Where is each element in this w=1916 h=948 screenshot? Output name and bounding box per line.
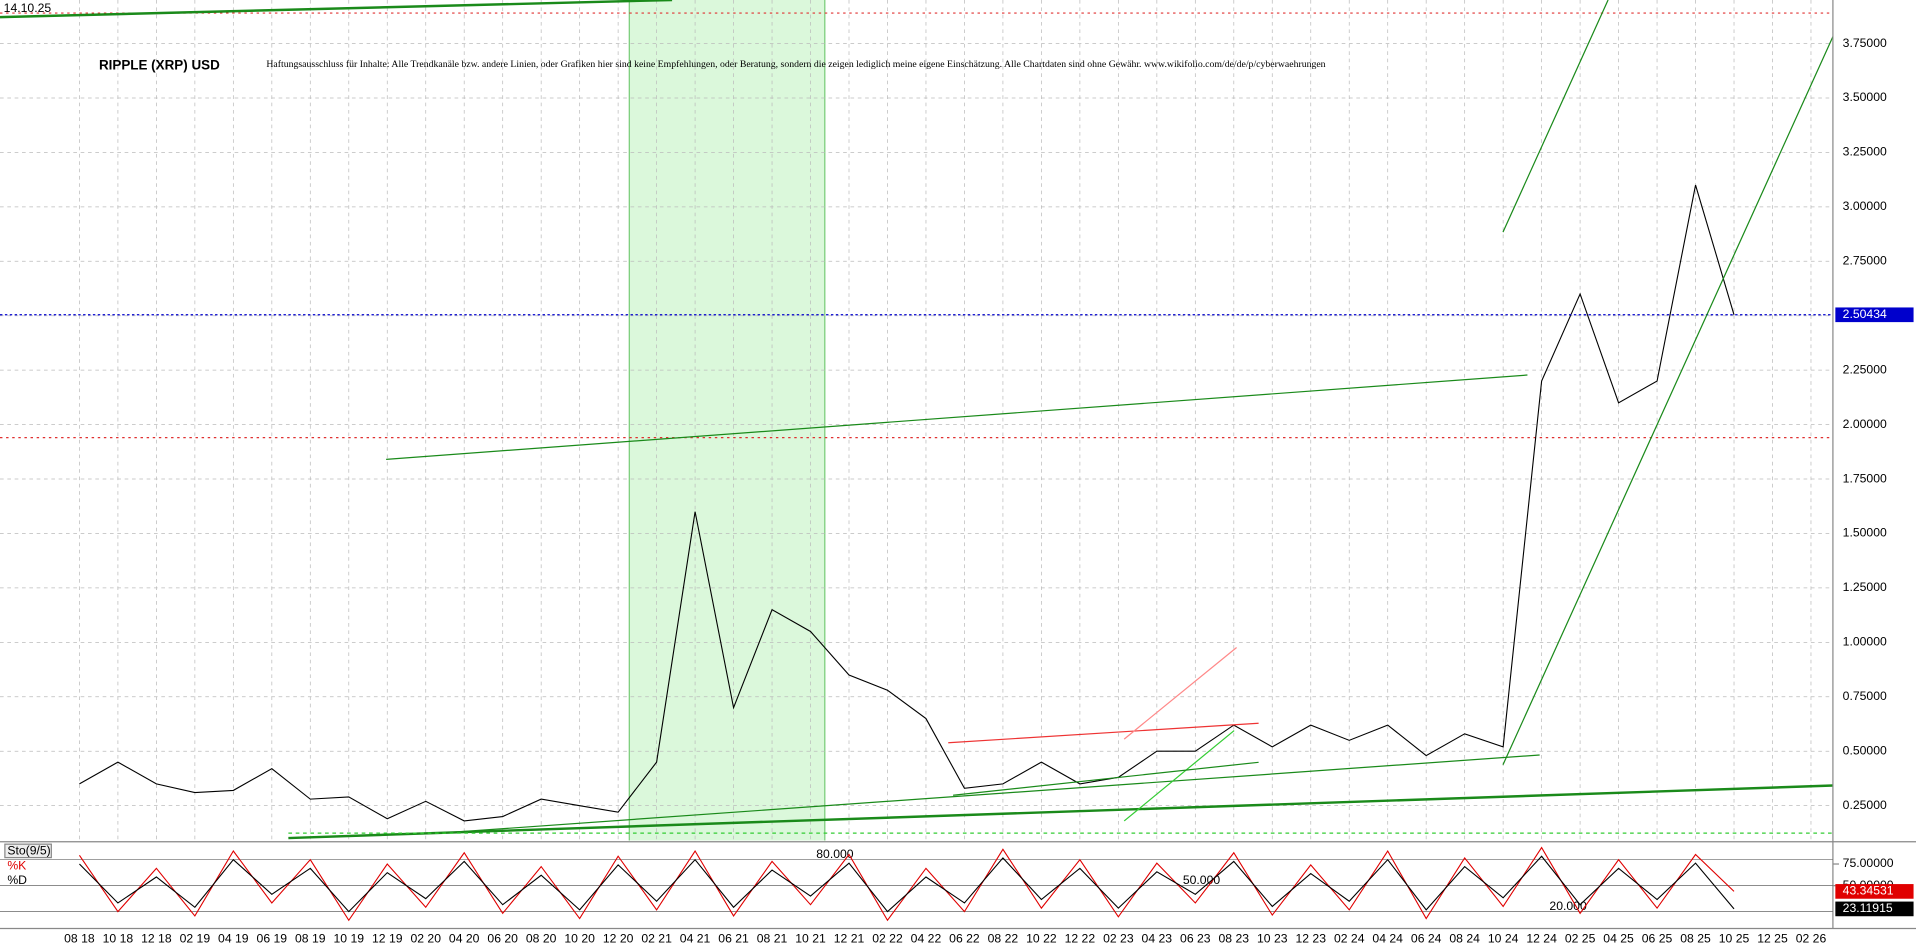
x-tick-label: 04 22 <box>911 932 942 946</box>
y-tick-label: 0.50000 <box>1843 743 1887 757</box>
trendline <box>439 754 1540 834</box>
trendline <box>953 761 1259 796</box>
x-tick-label: 04 19 <box>218 932 249 946</box>
legend-label: %D <box>7 873 27 887</box>
x-tick-label: 06 20 <box>487 932 518 946</box>
y-tick-label: 1.50000 <box>1843 526 1887 540</box>
y-tick-label: 2.00000 <box>1843 417 1887 431</box>
indicator-box <box>4 843 52 859</box>
level-label: 80.000 <box>816 847 854 861</box>
y-tick-label: 1.00000 <box>1843 635 1887 649</box>
y-tick-label: 3.50000 <box>1843 90 1887 104</box>
trendline <box>1123 647 1237 740</box>
x-tick-label: 10 18 <box>103 932 134 946</box>
x-tick-label: 08 19 <box>295 932 326 946</box>
x-tick-label: 08 18 <box>64 932 95 946</box>
x-tick-label: 10 24 <box>1488 932 1519 946</box>
stochastic-panel: 75.0000050.0000080.00050.00020.000%K43.3… <box>0 846 1914 922</box>
x-tick-label: 02 19 <box>180 932 211 946</box>
last-value-box <box>1835 884 1914 899</box>
y-tick-label: 0.75000 <box>1843 689 1887 703</box>
y-tick-label: 2.25000 <box>1843 362 1887 376</box>
x-tick-label: 04 21 <box>680 932 711 946</box>
x-tick-label: 08 21 <box>757 932 788 946</box>
x-tick-label: 08 22 <box>988 932 1019 946</box>
chart-title: RIPPLE (XRP) USD <box>99 58 220 73</box>
trendline <box>386 374 1528 460</box>
trendline <box>1502 36 1834 766</box>
x-tick-label: 08 25 <box>1680 932 1711 946</box>
x-tick-label: 12 21 <box>834 932 865 946</box>
last-value-label: 23.11915 <box>1843 901 1893 915</box>
x-tick-label: 08 20 <box>526 932 557 946</box>
trendline <box>1123 730 1235 822</box>
x-tick-label: 10 19 <box>334 932 365 946</box>
y-tick-label: 3.00000 <box>1843 199 1887 213</box>
x-tick-label: 02 20 <box>410 932 441 946</box>
y-tick-label: 1.25000 <box>1843 580 1887 594</box>
x-tick-label: 06 23 <box>1180 932 1211 946</box>
x-tick-label: 10 21 <box>795 932 826 946</box>
x-tick-label: 08 24 <box>1449 932 1480 946</box>
x-tick-label: 04 25 <box>1603 932 1634 946</box>
x-tick-label: 06 25 <box>1642 932 1673 946</box>
trendlines <box>0 0 1834 840</box>
last-value-box <box>1835 901 1914 917</box>
date-label: 14.10.25 <box>4 1 52 15</box>
x-tick-label: 12 20 <box>603 932 634 946</box>
last-price-box <box>1835 307 1914 323</box>
x-tick-label: 10 23 <box>1257 932 1288 946</box>
x-tick-label: 12 25 <box>1757 932 1788 946</box>
y-tick-label: 75.00000 <box>1843 856 1894 870</box>
level-label: 50.000 <box>1183 873 1221 887</box>
x-tick-label: 02 24 <box>1334 932 1365 946</box>
y-tick-label: 1.75000 <box>1843 471 1887 485</box>
last-price-label: 2.50434 <box>1843 307 1887 321</box>
trendline <box>948 722 1259 744</box>
x-tick-label: 10 22 <box>1026 932 1057 946</box>
x-tick-label: 12 24 <box>1526 932 1557 946</box>
y-tick-label: 0.25000 <box>1843 798 1887 812</box>
x-tick-label: 12 22 <box>1065 932 1096 946</box>
legend-label: %K <box>7 858 26 872</box>
x-tick-label: 02 21 <box>641 932 672 946</box>
last-value-label: 43.34531 <box>1843 884 1894 898</box>
x-tick-label: 04 24 <box>1372 932 1403 946</box>
trendline <box>288 784 1833 840</box>
x-tick-label: 12 18 <box>141 932 172 946</box>
x-tick-label: 04 23 <box>1142 932 1173 946</box>
y-tick-label: 3.25000 <box>1843 145 1887 159</box>
chart-subtitle: Haftungsausschluss für Inhalte: Alle Tre… <box>266 59 1325 70</box>
x-tick-label: 02 23 <box>1103 932 1134 946</box>
x-tick-label: 10 20 <box>564 932 595 946</box>
x-tick-label: 06 22 <box>949 932 980 946</box>
y-tick-label: 3.75000 <box>1843 36 1887 50</box>
x-tick-label: 02 25 <box>1565 932 1596 946</box>
data-line <box>79 855 1735 913</box>
x-tick-label: 02 26 <box>1796 932 1827 946</box>
x-tick-label: 04 20 <box>449 932 480 946</box>
trendline <box>0 0 673 19</box>
x-tick-label: 08 23 <box>1219 932 1250 946</box>
x-tick-label: 10 25 <box>1719 932 1750 946</box>
data-line <box>79 184 1735 822</box>
x-tick-label: 12 19 <box>372 932 403 946</box>
y-tick-label: 2.75000 <box>1843 254 1887 268</box>
x-tick-label: 06 19 <box>257 932 288 946</box>
indicator-title: Sto(9/5) <box>7 844 50 858</box>
x-tick-label: 02 22 <box>872 932 903 946</box>
trendline <box>1502 0 1609 233</box>
highlight-zone <box>629 0 825 841</box>
x-tick-label: 12 23 <box>1295 932 1326 946</box>
x-tick-label: 06 21 <box>718 932 749 946</box>
x-tick-label: 06 24 <box>1411 932 1442 946</box>
